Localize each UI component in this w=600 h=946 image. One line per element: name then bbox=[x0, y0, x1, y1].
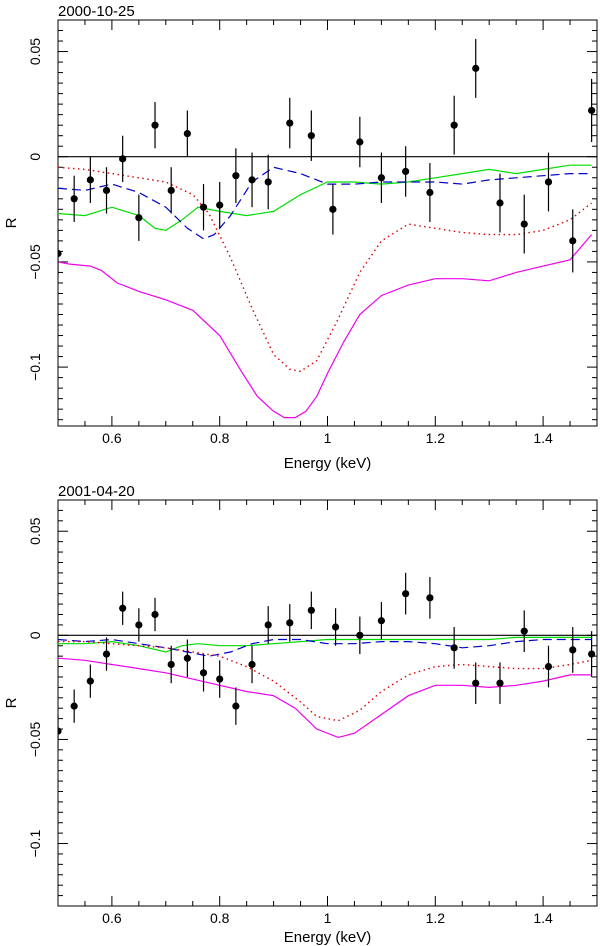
data-point bbox=[377, 174, 385, 182]
data-point bbox=[216, 201, 224, 209]
panel-title: 2001-04-20 bbox=[58, 483, 135, 500]
data-point bbox=[402, 167, 410, 176]
data-point bbox=[119, 155, 127, 163]
data-point bbox=[496, 199, 504, 207]
x-axis-title: Energy (keV) bbox=[284, 455, 372, 472]
data-point bbox=[356, 138, 364, 146]
data-point bbox=[167, 186, 175, 194]
data-point bbox=[216, 675, 224, 683]
plot-area bbox=[58, 38, 597, 419]
data-point bbox=[377, 617, 385, 625]
data-point bbox=[307, 606, 315, 614]
plot-area bbox=[58, 572, 597, 748]
x-tick-label: 0.8 bbox=[210, 430, 230, 446]
data-point bbox=[286, 619, 294, 627]
data-point bbox=[544, 178, 553, 186]
data-point bbox=[167, 660, 175, 669]
data-point bbox=[232, 172, 240, 180]
series-line-magenta bbox=[58, 234, 593, 419]
data-point bbox=[183, 654, 191, 662]
data-point bbox=[450, 121, 458, 129]
data-point bbox=[183, 129, 191, 138]
data-point bbox=[70, 195, 78, 203]
series-line-red-dotted bbox=[58, 640, 592, 722]
data-point bbox=[232, 702, 240, 710]
y-tick-label: −0.1 bbox=[27, 830, 43, 858]
data-point bbox=[248, 176, 256, 184]
y-tick-label: 0.05 bbox=[27, 517, 43, 544]
x-tick-label: 0.6 bbox=[102, 910, 122, 926]
data-point bbox=[199, 203, 208, 211]
data-point bbox=[58, 727, 62, 735]
data-point bbox=[264, 178, 272, 186]
data-point bbox=[588, 106, 596, 115]
data-point bbox=[135, 621, 143, 629]
y-tick-label: 0 bbox=[27, 631, 43, 639]
series-line-green bbox=[58, 164, 592, 232]
data-point bbox=[588, 650, 596, 658]
x-axis-title: Energy (keV) bbox=[284, 929, 372, 946]
data-point bbox=[151, 610, 159, 619]
data-point bbox=[331, 623, 340, 631]
data-point bbox=[199, 669, 208, 677]
series-line-blue-dashed bbox=[58, 638, 592, 657]
x-tick-label: 1 bbox=[324, 910, 332, 926]
y-axis-title: R bbox=[3, 217, 20, 228]
x-tick-label: 1 bbox=[324, 430, 332, 446]
data-point bbox=[520, 220, 528, 228]
series-line-green bbox=[58, 636, 592, 653]
data-point bbox=[520, 627, 528, 635]
data-point bbox=[135, 214, 143, 222]
panel-title: 2000-10-25 bbox=[58, 3, 135, 20]
data-point bbox=[569, 646, 577, 654]
x-tick-label: 1.4 bbox=[533, 430, 553, 446]
x-tick-label: 1.4 bbox=[533, 910, 553, 926]
data-point bbox=[426, 594, 434, 602]
series-line-red-dotted bbox=[58, 166, 593, 373]
data-point bbox=[119, 604, 127, 612]
data-point bbox=[356, 631, 364, 639]
data-point bbox=[472, 679, 480, 687]
data-point bbox=[86, 176, 94, 184]
data-point bbox=[248, 660, 256, 669]
y-tick-label: −0.05 bbox=[27, 244, 43, 280]
data-point bbox=[402, 590, 410, 598]
data-point bbox=[569, 237, 577, 245]
data-point bbox=[496, 679, 504, 687]
y-tick-label: 0.05 bbox=[27, 38, 43, 65]
y-tick-label: −0.05 bbox=[27, 722, 43, 758]
x-tick-label: 0.6 bbox=[102, 430, 122, 446]
chart-panel-2: 2001-04-20 0.6 0.8 1 1.2 1.4 0.05 0 −0.05 −0.1 Ene… bbox=[3, 483, 598, 946]
data-point bbox=[102, 650, 111, 658]
data-point bbox=[264, 621, 272, 629]
data-point bbox=[70, 702, 78, 710]
data-point bbox=[151, 121, 159, 129]
y-tick-label: −0.1 bbox=[27, 353, 43, 381]
data-point bbox=[286, 119, 294, 127]
data-point bbox=[544, 662, 553, 671]
data-point bbox=[102, 186, 111, 194]
x-tick-label: 0.8 bbox=[210, 910, 230, 926]
series-line-magenta bbox=[58, 657, 592, 739]
data-point bbox=[450, 644, 458, 652]
data-point bbox=[426, 188, 434, 197]
chart-panel-1: 2000-10-25 0.6 0.8 1 1.2 1.4 0.05 0 −0.05 −0.1 Ene… bbox=[3, 3, 598, 472]
data-point bbox=[58, 249, 62, 258]
data-point bbox=[472, 64, 480, 72]
data-point bbox=[307, 132, 315, 140]
y-tick-label: 0 bbox=[27, 153, 43, 161]
series-line-blue-dashed bbox=[58, 166, 592, 240]
plot-frame bbox=[57, 499, 598, 907]
y-axis-title: R bbox=[3, 697, 20, 708]
data-point bbox=[329, 205, 337, 213]
x-tick-label: 1.2 bbox=[426, 910, 446, 926]
x-tick-label: 1.2 bbox=[426, 430, 446, 446]
data-point bbox=[86, 677, 94, 685]
